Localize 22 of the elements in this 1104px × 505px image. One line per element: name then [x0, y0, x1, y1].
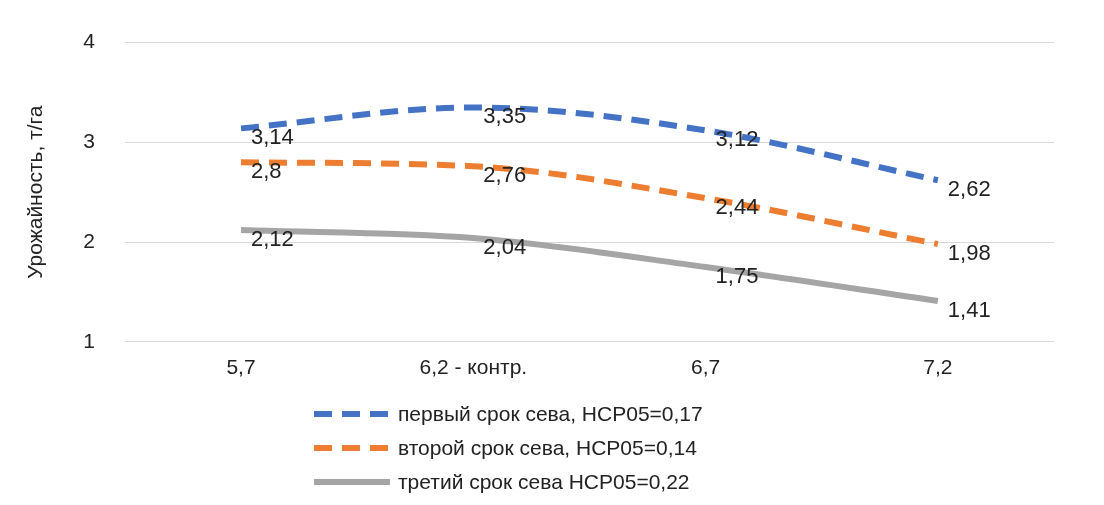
- data-label: 1,75: [715, 263, 759, 289]
- x-tick-label: 6,7: [690, 355, 721, 379]
- y-tick-label: 3: [83, 129, 95, 153]
- y-axis-title: Урожайность, т/га: [23, 105, 47, 279]
- legend-label: второй срок сева, НСР05=0,14: [398, 436, 697, 460]
- data-label: 2,04: [483, 234, 527, 260]
- y-tick-label: 1: [83, 328, 95, 352]
- data-label: 3,35: [483, 103, 527, 129]
- y-tick-label: 2: [83, 228, 95, 252]
- x-tick-label: 5,7: [226, 355, 256, 379]
- data-label: 1,98: [947, 240, 991, 266]
- x-tick-label: 7,2: [923, 355, 953, 379]
- legend-label: первый срок сева, НСР05=0,17: [398, 402, 703, 426]
- x-tick-label: 6,2 - контр.: [419, 355, 528, 379]
- data-label: 2,62: [947, 176, 991, 202]
- data-label: 3,14: [251, 124, 294, 150]
- data-label: 2,12: [251, 226, 294, 252]
- y-tick-label: 4: [83, 29, 96, 53]
- data-label: 1,41: [947, 296, 991, 322]
- legend-label: третий срок сева НСР05=0,22: [398, 470, 690, 494]
- data-label: 2,8: [251, 158, 282, 184]
- data-label: 2,76: [483, 162, 527, 188]
